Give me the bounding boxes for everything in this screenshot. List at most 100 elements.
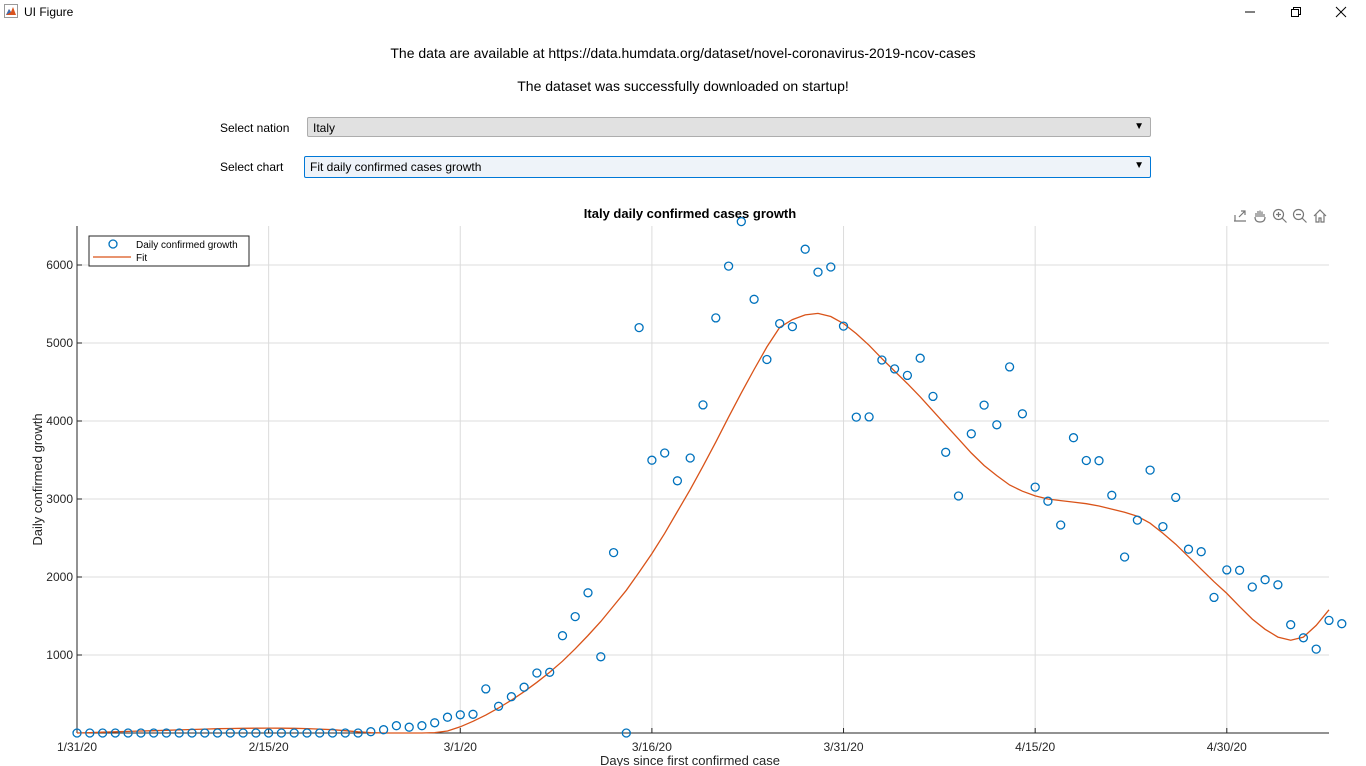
data-point bbox=[532, 668, 542, 678]
data-point bbox=[570, 611, 580, 622]
data-point bbox=[200, 728, 210, 738]
data-point bbox=[1158, 521, 1168, 532]
x-tick-label: 1/31/20 bbox=[57, 740, 97, 754]
data-point bbox=[775, 318, 785, 329]
legend-label: Daily confirmed growth bbox=[136, 240, 238, 251]
data-point bbox=[353, 728, 363, 738]
nation-dropdown[interactable]: Italy ▼ bbox=[307, 117, 1151, 137]
data-point bbox=[97, 728, 108, 738]
x-tick-label: 4/30/20 bbox=[1207, 740, 1247, 754]
data-point bbox=[1273, 580, 1283, 590]
zoom-in-button[interactable] bbox=[1270, 206, 1290, 226]
data-point bbox=[698, 400, 708, 410]
data-point bbox=[149, 728, 159, 738]
data-point bbox=[238, 728, 248, 738]
data-point bbox=[506, 692, 517, 702]
data-point bbox=[928, 391, 938, 402]
close-icon bbox=[1335, 6, 1347, 18]
data-point bbox=[660, 448, 670, 458]
data-point bbox=[1260, 575, 1270, 585]
legend-marker bbox=[108, 239, 118, 249]
data-point bbox=[1337, 619, 1347, 629]
data-point bbox=[1286, 620, 1296, 630]
data-point bbox=[315, 728, 325, 738]
data-point bbox=[136, 728, 146, 738]
data-point bbox=[263, 728, 274, 738]
chart-axes[interactable]: 1/31/20 2/15/20 3/1/20 3/16/20 3/31/20 4/15/2… bbox=[0, 198, 1366, 766]
nation-dropdown-value: Italy bbox=[313, 121, 336, 135]
data-point bbox=[1222, 565, 1232, 575]
x-tick-label: 3/31/20 bbox=[824, 740, 864, 754]
data-point bbox=[161, 728, 172, 738]
y-tick-label: 5000 bbox=[46, 336, 73, 350]
y-axis-label: Daily confirmed growth bbox=[30, 413, 45, 545]
home-button[interactable] bbox=[1310, 206, 1330, 226]
data-point bbox=[1247, 582, 1257, 592]
minimize-button[interactable] bbox=[1227, 0, 1273, 24]
data-point bbox=[378, 725, 389, 735]
data-point bbox=[225, 728, 235, 738]
data-point bbox=[1081, 455, 1091, 466]
data-point bbox=[838, 321, 849, 331]
data-point bbox=[941, 447, 951, 457]
data-point bbox=[276, 728, 287, 738]
data-point bbox=[327, 728, 338, 738]
data-point bbox=[813, 267, 823, 277]
zoom-out-button[interactable] bbox=[1290, 206, 1310, 226]
matlab-icon bbox=[4, 4, 18, 18]
pan-button[interactable] bbox=[1250, 206, 1270, 226]
data-point bbox=[685, 453, 695, 463]
data-point bbox=[1056, 520, 1066, 530]
chart-dropdown[interactable]: Fit daily confirmed cases growth ▼ bbox=[304, 156, 1151, 178]
data-point bbox=[1107, 490, 1117, 500]
maximize-icon bbox=[1291, 7, 1301, 17]
data-point bbox=[877, 355, 887, 365]
data-point bbox=[953, 491, 964, 501]
data-point bbox=[864, 412, 874, 422]
data-point bbox=[1311, 644, 1321, 654]
data-point bbox=[787, 321, 798, 332]
data-point bbox=[621, 728, 631, 738]
data-point bbox=[1043, 496, 1053, 506]
home-icon bbox=[1313, 209, 1327, 223]
data-point bbox=[1004, 362, 1015, 372]
data-point bbox=[979, 400, 989, 410]
chart-dropdown-value: Fit daily confirmed cases growth bbox=[310, 160, 482, 174]
data-point bbox=[1234, 565, 1245, 575]
data-point bbox=[391, 721, 402, 731]
data-point bbox=[749, 294, 759, 304]
data-point bbox=[289, 728, 299, 738]
data-point bbox=[481, 684, 491, 694]
data-point bbox=[915, 353, 925, 363]
export-button[interactable] bbox=[1230, 206, 1250, 226]
dropdown-arrow-icon: ▼ bbox=[1134, 160, 1144, 171]
data-point bbox=[889, 364, 900, 374]
data-point bbox=[992, 420, 1002, 430]
data-point bbox=[762, 354, 772, 365]
data-point bbox=[596, 652, 606, 662]
y-tick-label: 4000 bbox=[46, 414, 73, 428]
data-point bbox=[826, 262, 836, 272]
data-point bbox=[468, 709, 478, 719]
zoom-in-icon bbox=[1272, 208, 1287, 223]
download-status-text: The dataset was successfully downloaded … bbox=[517, 78, 849, 94]
data-point bbox=[1030, 482, 1040, 492]
data-point bbox=[736, 216, 746, 227]
data-point bbox=[608, 547, 619, 558]
y-tick-label: 1000 bbox=[46, 648, 73, 662]
data-point bbox=[340, 728, 350, 738]
nation-label: Select nation bbox=[220, 121, 290, 135]
data-point bbox=[583, 588, 593, 598]
close-button[interactable] bbox=[1318, 0, 1364, 24]
fit-curve bbox=[76, 312, 1330, 734]
data-point bbox=[110, 728, 120, 738]
data-point bbox=[1119, 552, 1130, 562]
y-tick-label: 6000 bbox=[46, 258, 73, 272]
data-point bbox=[1324, 615, 1334, 626]
maximize-button[interactable] bbox=[1273, 0, 1319, 24]
data-point bbox=[1196, 547, 1206, 557]
data-point bbox=[442, 712, 453, 722]
data-point bbox=[251, 728, 261, 738]
data-point bbox=[545, 667, 555, 677]
data-point bbox=[417, 721, 427, 731]
